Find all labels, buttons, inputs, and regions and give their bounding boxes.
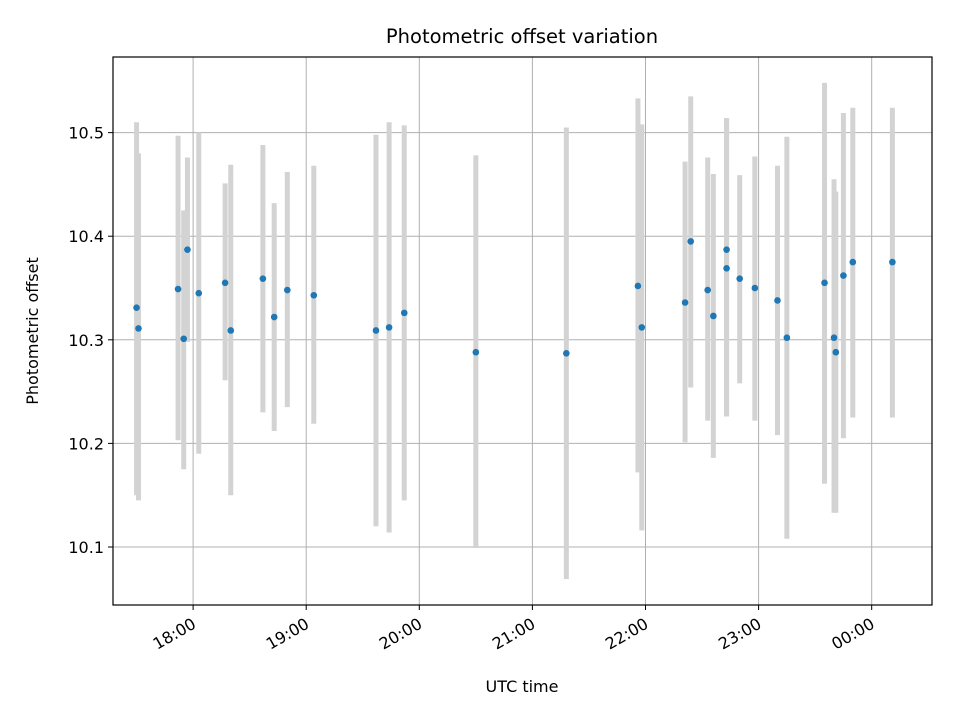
data-point <box>849 258 857 266</box>
y-tick-label: 10.3 <box>68 331 104 350</box>
data-point <box>221 279 229 287</box>
y-axis-ticks: 10.1 10.2 10.3 10.4 10.5 <box>68 124 113 557</box>
data-point <box>180 335 188 343</box>
data-point <box>687 238 695 245</box>
data-point <box>195 289 203 297</box>
x-axis-title: UTC time <box>486 677 559 696</box>
data-point <box>832 348 840 356</box>
data-point <box>723 265 730 272</box>
data-point <box>310 291 318 299</box>
data-point <box>270 313 278 321</box>
data-point <box>751 284 759 292</box>
data-point <box>372 327 380 334</box>
data-point <box>704 286 711 294</box>
data-point <box>472 348 480 356</box>
y-axis-title: Photometric offset <box>23 257 42 405</box>
data-point <box>681 299 689 306</box>
data-point <box>736 275 744 282</box>
y-tick-label: 10.2 <box>68 434 104 453</box>
y-tick-label: 10.4 <box>68 227 104 246</box>
data-point <box>135 325 142 332</box>
data-point <box>638 324 646 331</box>
y-tick-label: 10.1 <box>68 538 104 557</box>
data-points <box>133 238 896 357</box>
data-point <box>821 279 828 287</box>
grid <box>113 57 932 605</box>
data-point <box>400 309 408 317</box>
data-point <box>889 258 896 266</box>
data-point <box>133 304 140 311</box>
data-point <box>840 272 847 279</box>
data-point <box>227 327 235 334</box>
data-point <box>385 324 393 331</box>
plot-frame <box>112 56 933 606</box>
data-point <box>783 334 791 342</box>
data-point <box>830 334 838 342</box>
data-point <box>184 246 191 253</box>
data-point <box>174 285 182 293</box>
data-point <box>563 349 570 357</box>
data-point <box>259 275 267 282</box>
chart-title: Photometric offset variation <box>386 25 658 48</box>
y-tick-label: 10.5 <box>68 124 104 143</box>
data-point <box>710 312 717 320</box>
data-point <box>723 246 730 253</box>
data-point <box>284 286 291 294</box>
data-point <box>634 282 642 290</box>
data-point <box>774 297 781 304</box>
